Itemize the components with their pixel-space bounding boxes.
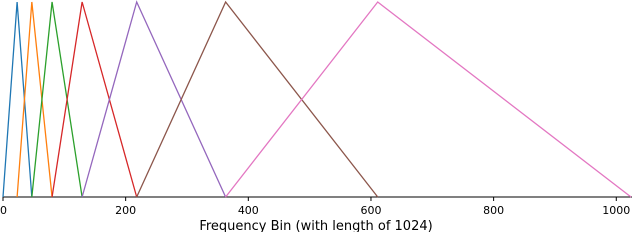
chart: Frequency Bin (with length of 1024) 0 200… bbox=[0, 0, 632, 232]
x-tick-label: 200 bbox=[115, 204, 136, 217]
filter-line bbox=[51, 1, 138, 198]
filter-line bbox=[136, 0, 379, 198]
filter-line bbox=[225, 1, 632, 198]
x-tick-label: 600 bbox=[360, 204, 381, 217]
filter-line bbox=[2, 1, 33, 198]
filter-line bbox=[31, 1, 83, 198]
filter-line bbox=[16, 1, 53, 198]
x-tick-label: 400 bbox=[238, 204, 259, 217]
filter-line bbox=[81, 0, 227, 198]
x-tick-label: 0 bbox=[0, 204, 7, 217]
x-tick-label: 1000 bbox=[602, 204, 630, 217]
x-tick-label: 800 bbox=[483, 204, 504, 217]
x-axis-label: Frequency Bin (with length of 1024) bbox=[199, 219, 432, 232]
